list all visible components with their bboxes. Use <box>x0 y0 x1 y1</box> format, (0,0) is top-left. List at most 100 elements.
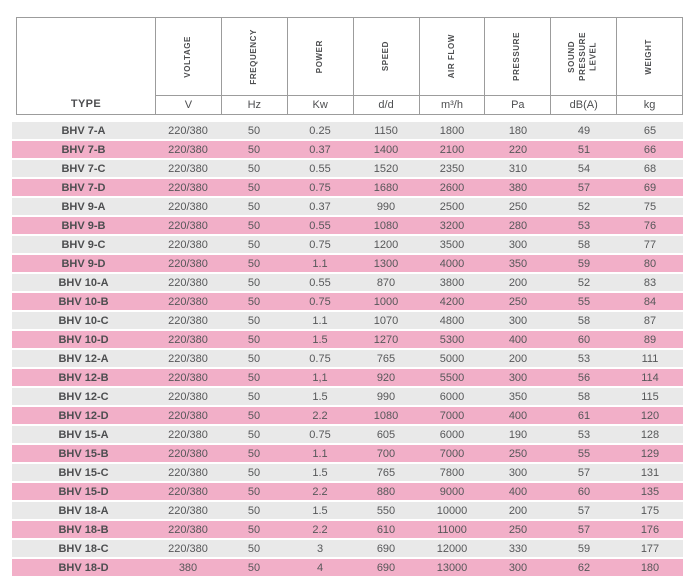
cell-pressure: 310 <box>508 162 528 175</box>
column-header: WEIGHT kg <box>617 18 682 114</box>
table-row: BHV 7-D 220/380 50 0.75 1680 2600 380 57… <box>12 179 683 196</box>
cell-power: 0.37 <box>309 143 331 156</box>
cell-power: 0.55 <box>309 219 331 232</box>
cell-frequency: 50 <box>247 561 261 574</box>
cell-sound-level: 57 <box>577 181 591 194</box>
cell-frequency: 50 <box>247 143 261 156</box>
cell-type: BHV 18-D <box>58 561 109 574</box>
cell-speed: 605 <box>376 428 396 441</box>
cell-type: BHV 9-D <box>61 257 106 270</box>
table-row: BHV 18-A 220/380 50 1.5 550 10000 200 57… <box>12 502 683 519</box>
cell-weight: 131 <box>640 466 660 479</box>
cell-speed: 990 <box>376 200 396 213</box>
cell-frequency: 50 <box>247 409 261 422</box>
table-row: BHV 15-B 220/380 50 1.1 700 7000 250 55 … <box>12 445 683 462</box>
cell-airflow: 10000 <box>436 504 468 517</box>
cell-weight: 68 <box>643 162 657 175</box>
table-row: BHV 15-C 220/380 50 1.5 765 7800 300 57 … <box>12 464 683 481</box>
cell-pressure: 400 <box>508 409 528 422</box>
cell-power: 2.2 <box>312 409 328 422</box>
cell-airflow: 2600 <box>439 181 465 194</box>
cell-airflow: 7800 <box>439 466 465 479</box>
cell-speed: 1200 <box>373 238 399 251</box>
cell-pressure: 190 <box>508 428 528 441</box>
cell-type: BHV 7-D <box>61 181 106 194</box>
column-label: PRESSURE <box>512 32 522 81</box>
cell-type: BHV 15-D <box>58 485 109 498</box>
cell-speed: 1080 <box>373 219 399 232</box>
cell-power: 1,1 <box>312 371 328 384</box>
column-unit: Hz <box>221 95 287 114</box>
cell-airflow: 13000 <box>436 561 468 574</box>
table-row: BHV 15-A 220/380 50 0.75 605 6000 190 53… <box>12 426 683 443</box>
cell-pressure: 250 <box>508 200 528 213</box>
cell-voltage: 220/380 <box>168 257 208 270</box>
column-header: FREQUENCY Hz <box>221 18 288 114</box>
cell-power: 2.2 <box>312 523 328 536</box>
cell-weight: 111 <box>641 352 659 365</box>
cell-sound-level: 58 <box>577 314 591 327</box>
cell-voltage: 220/380 <box>168 200 208 213</box>
cell-pressure: 380 <box>508 181 528 194</box>
cell-power: 1.5 <box>312 504 328 517</box>
cell-voltage: 220/380 <box>168 124 208 137</box>
cell-power: 4 <box>316 561 324 574</box>
cell-weight: 128 <box>640 428 660 441</box>
column-unit: d/d <box>353 95 419 114</box>
cell-speed: 550 <box>376 504 396 517</box>
cell-frequency: 50 <box>247 352 261 365</box>
table-row: BHV 9-B 220/380 50 0.55 1080 3200 280 53… <box>12 217 683 234</box>
column-label-wrap: POWER <box>288 18 353 95</box>
cell-frequency: 50 <box>247 523 261 536</box>
cell-voltage: 220/380 <box>168 238 208 251</box>
cell-airflow: 7000 <box>439 447 465 460</box>
cell-airflow: 4000 <box>439 257 465 270</box>
cell-sound-level: 57 <box>577 523 591 536</box>
cell-weight: 114 <box>641 371 659 384</box>
cell-speed: 1270 <box>373 333 399 346</box>
cell-frequency: 50 <box>247 181 261 194</box>
column-unit: Kw <box>287 95 353 114</box>
cell-weight: 89 <box>643 333 657 346</box>
cell-airflow: 3500 <box>439 238 465 251</box>
cell-airflow: 5000 <box>439 352 465 365</box>
cell-weight: 75 <box>643 200 657 213</box>
cell-pressure: 300 <box>508 238 528 251</box>
cell-type: BHV 10-B <box>58 295 109 308</box>
column-label: SPEED <box>380 41 390 72</box>
column-label-wrap: PRESSURE <box>485 18 550 95</box>
cell-weight: 65 <box>643 124 657 137</box>
cell-speed: 700 <box>376 447 396 460</box>
cell-type: BHV 9-A <box>61 200 106 213</box>
column-unit: m³/h <box>419 95 485 114</box>
cell-power: 0.37 <box>309 200 331 213</box>
cell-sound-level: 52 <box>577 276 591 289</box>
cell-type: BHV 9-C <box>61 238 106 251</box>
cell-type: BHV 10-C <box>58 314 109 327</box>
cell-sound-level: 55 <box>577 447 591 460</box>
cell-power: 0.75 <box>309 238 331 251</box>
column-label-wrap: VOLTAGE <box>156 18 221 95</box>
cell-sound-level: 59 <box>577 257 591 270</box>
cell-weight: 87 <box>643 314 657 327</box>
cell-type: BHV 18-A <box>58 504 109 517</box>
cell-power: 1.1 <box>312 257 328 270</box>
cell-sound-level: 58 <box>577 390 591 403</box>
cell-pressure: 180 <box>508 124 528 137</box>
column-unit: V <box>156 95 221 114</box>
cell-weight: 135 <box>640 485 660 498</box>
column-header: VOLTAGE V <box>156 18 222 114</box>
cell-frequency: 50 <box>247 238 261 251</box>
cell-speed: 765 <box>376 466 396 479</box>
cell-pressure: 330 <box>508 542 528 555</box>
cell-power: 1.5 <box>312 390 328 403</box>
cell-weight: 76 <box>643 219 657 232</box>
column-label: WEIGHT <box>644 38 654 75</box>
cell-sound-level: 59 <box>577 542 591 555</box>
cell-pressure: 250 <box>508 447 528 460</box>
cell-frequency: 50 <box>247 124 261 137</box>
cell-type: BHV 10-D <box>58 333 109 346</box>
column-header: AIR FLOW m³/h <box>419 18 486 114</box>
cell-airflow: 5300 <box>439 333 465 346</box>
cell-type: BHV 15-A <box>58 428 109 441</box>
